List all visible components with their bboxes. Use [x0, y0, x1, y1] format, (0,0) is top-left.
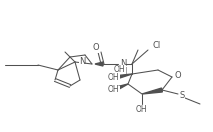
Text: O: O: [175, 70, 182, 79]
Text: OH: OH: [108, 74, 120, 82]
Text: O: O: [93, 44, 99, 53]
Text: OH: OH: [136, 105, 148, 114]
Polygon shape: [95, 62, 103, 66]
Polygon shape: [117, 84, 128, 89]
Text: N: N: [120, 60, 126, 69]
Polygon shape: [142, 88, 162, 94]
Text: Cl: Cl: [153, 41, 161, 51]
Polygon shape: [118, 74, 132, 78]
Text: S: S: [180, 91, 185, 100]
Text: H: H: [120, 67, 126, 76]
Text: OH: OH: [108, 86, 120, 95]
Text: OH: OH: [114, 65, 126, 74]
Text: N: N: [79, 58, 85, 67]
